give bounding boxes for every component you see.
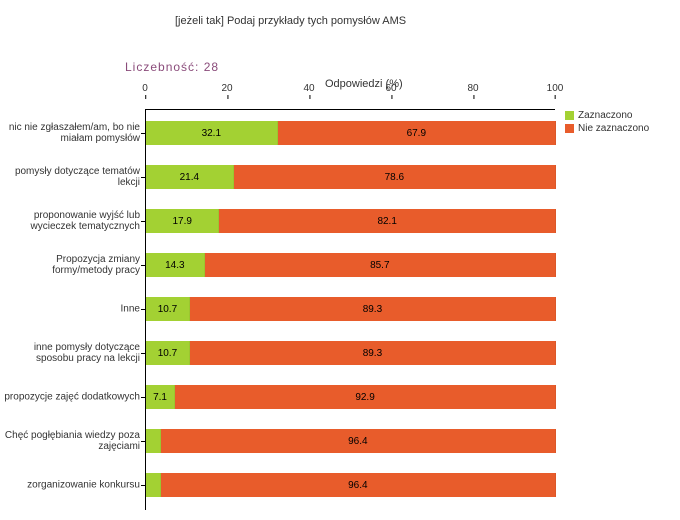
bar-segment-selected: 14.3 bbox=[146, 253, 205, 277]
bar-segment-not-selected: 85.7 bbox=[205, 253, 556, 277]
y-tick bbox=[141, 265, 145, 266]
chart-row: zorganizowanie konkursu 96.4 bbox=[0, 470, 680, 500]
y-tick bbox=[141, 397, 145, 398]
bar-segment-not-selected: 82.1 bbox=[219, 209, 556, 233]
bar-value: 32.1 bbox=[200, 128, 223, 139]
bar-segment-not-selected: 96.4 bbox=[161, 473, 556, 497]
bar-segment-not-selected: 78.6 bbox=[234, 165, 556, 189]
bar-segment-not-selected: 89.3 bbox=[190, 297, 556, 321]
chart-row: Inne 10.7 89.3 bbox=[0, 294, 680, 324]
bar-value: 10.7 bbox=[156, 304, 179, 315]
bar: 14.3 85.7 bbox=[146, 253, 556, 277]
y-tick bbox=[141, 177, 145, 178]
legend-item: Zaznaczono bbox=[565, 110, 649, 121]
bar-segment-selected: 32.1 bbox=[146, 121, 278, 145]
bar-value: 78.6 bbox=[383, 172, 406, 183]
legend-label: Zaznaczono bbox=[578, 110, 632, 121]
bar: 10.7 89.3 bbox=[146, 341, 556, 365]
bar-value: 17.9 bbox=[170, 216, 193, 227]
chart-row: proponowanie wyjść lub wycieczek tematyc… bbox=[0, 206, 680, 236]
bar: 96.4 bbox=[146, 473, 556, 497]
bar-segment-selected: 21.4 bbox=[146, 165, 234, 189]
legend-swatch bbox=[565, 111, 574, 120]
x-tick: 0 bbox=[142, 83, 148, 94]
bar-value: 89.3 bbox=[361, 348, 384, 359]
y-tick bbox=[141, 441, 145, 442]
bar: 96.4 bbox=[146, 429, 556, 453]
y-tick bbox=[141, 133, 145, 134]
chart-title: [jeżeli tak] Podaj przykłady tych pomysł… bbox=[175, 15, 406, 27]
x-tick: 80 bbox=[467, 83, 478, 94]
x-tick: 100 bbox=[547, 83, 564, 94]
bar-value: 92.9 bbox=[353, 392, 376, 403]
bar-value: 96.4 bbox=[346, 480, 369, 491]
y-tick bbox=[141, 221, 145, 222]
bar-segment-selected: 10.7 bbox=[146, 341, 190, 365]
x-tick: 60 bbox=[385, 83, 396, 94]
row-label: propozycje zajęć dodatkowych bbox=[0, 392, 140, 403]
x-tick: 40 bbox=[303, 83, 314, 94]
legend-swatch bbox=[565, 124, 574, 133]
row-label: zorganizowanie konkursu bbox=[0, 480, 140, 491]
bar-segment-selected: 17.9 bbox=[146, 209, 219, 233]
row-label: nic nie zgłaszałem/am, bo nie miałam pom… bbox=[0, 122, 140, 144]
bar: 10.7 89.3 bbox=[146, 297, 556, 321]
legend-item: Nie zaznaczono bbox=[565, 123, 649, 134]
bar: 17.9 82.1 bbox=[146, 209, 556, 233]
chart-subtitle: Liczebność: 28 bbox=[125, 60, 219, 74]
bar: 32.1 67.9 bbox=[146, 121, 556, 145]
x-tick: 20 bbox=[221, 83, 232, 94]
y-tick bbox=[141, 309, 145, 310]
bar-value: 67.9 bbox=[405, 128, 428, 139]
chart-row: Chęć pogłębiania wiedzy poza zajęciami 96… bbox=[0, 426, 680, 456]
bar-value: 85.7 bbox=[368, 260, 391, 271]
legend-label: Nie zaznaczono bbox=[578, 123, 649, 134]
row-label: proponowanie wyjść lub wycieczek tematyc… bbox=[0, 210, 140, 232]
y-tick bbox=[141, 485, 145, 486]
row-label: inne pomysły dotyczące sposobu pracy na … bbox=[0, 342, 140, 364]
bar-segment-not-selected: 67.9 bbox=[278, 121, 556, 145]
bar-segment-selected bbox=[146, 429, 161, 453]
bar-value: 96.4 bbox=[346, 436, 369, 447]
bar-value: 14.3 bbox=[163, 260, 186, 271]
x-axis: 020406080100 bbox=[145, 95, 555, 110]
bar-value: 10.7 bbox=[156, 348, 179, 359]
y-tick bbox=[141, 353, 145, 354]
bar: 7.1 92.9 bbox=[146, 385, 556, 409]
bar-segment-selected: 10.7 bbox=[146, 297, 190, 321]
bar-value: 89.3 bbox=[361, 304, 384, 315]
bar-segment-selected: 7.1 bbox=[146, 385, 175, 409]
bar-segment-not-selected: 89.3 bbox=[190, 341, 556, 365]
bar-segment-not-selected: 96.4 bbox=[161, 429, 556, 453]
bar: 21.4 78.6 bbox=[146, 165, 556, 189]
row-label: Inne bbox=[0, 304, 140, 315]
bar-value: 7.1 bbox=[151, 392, 169, 403]
legend: Zaznaczono Nie zaznaczono bbox=[565, 110, 649, 136]
row-label: Chęć pogłębiania wiedzy poza zajęciami bbox=[0, 430, 140, 452]
chart-row: inne pomysły dotyczące sposobu pracy na … bbox=[0, 338, 680, 368]
chart-row: pomysły dotyczące tematów lekcji 21.4 78.6 bbox=[0, 162, 680, 192]
bar-segment-not-selected: 92.9 bbox=[175, 385, 556, 409]
bar-value: 21.4 bbox=[178, 172, 201, 183]
chart-row: Propozycja zmiany formy/metody pracy 14.3… bbox=[0, 250, 680, 280]
row-label: Propozycja zmiany formy/metody pracy bbox=[0, 254, 140, 276]
bar-segment-selected bbox=[146, 473, 161, 497]
bar-value: 82.1 bbox=[375, 216, 398, 227]
row-label: pomysły dotyczące tematów lekcji bbox=[0, 166, 140, 188]
chart-row: propozycje zajęć dodatkowych 7.1 92.9 bbox=[0, 382, 680, 412]
